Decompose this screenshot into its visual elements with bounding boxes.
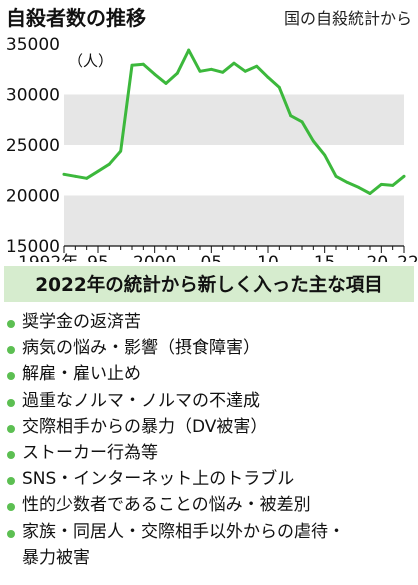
data-point [232,61,236,65]
data-point [277,86,281,89]
data-point [334,174,338,178]
x-tick-label: 1992年 [18,253,78,262]
x-tick-label: 20 [367,253,389,262]
grid-bands [64,94,404,246]
x-tick-label: 2000 [133,253,176,262]
data-point [266,75,270,79]
bullet-icon [7,451,15,460]
list-item: 家族・同居人・交際相手以外からの虐待・ 暴力被害 [6,519,345,571]
x-tick-label: 15 [314,253,336,262]
data-point [255,64,259,68]
data-point [96,169,100,173]
list-item: 奨学金の返済苦 [6,309,345,335]
data-point [391,184,395,187]
bullet-icon [7,477,15,486]
y-axis-unit-label: （人） [68,52,113,70]
list-item: ストーカー行為等 [6,440,345,466]
list-item: 交際相手からの暴力（DV被害） [6,414,345,440]
bullet-icon [7,320,15,328]
data-point [300,120,304,124]
data-point [379,182,383,186]
data-point [323,153,327,157]
data-point [175,71,179,75]
data-point [164,81,168,85]
list-item-continuation: 暴力被害 [22,547,90,568]
bullet-icon [7,503,15,512]
data-point [85,176,89,180]
data-point [357,186,361,189]
x-tick-label: 22 [397,253,418,262]
new-items-list: 奨学金の返済苦 病気の悩み・影響（摂食障害） 解雇・雇い止め 過重なノルマ・ノル… [6,309,345,571]
x-tick-label: 95 [87,253,109,262]
data-point [243,69,247,73]
y-tick-label: 30000 [6,86,60,106]
list-item: 過重なノルマ・ノルマの不達成 [6,388,345,414]
data-point [209,67,213,71]
bullet-icon [7,346,15,355]
data-point [221,70,225,74]
list-item: SNS・インターネット上のトラブル [6,466,345,492]
data-point [345,180,349,184]
data-point [141,62,145,66]
x-tick-label: 05 [201,253,223,262]
y-axis-ticks: 15000 20000 25000 30000 35000 [6,35,60,257]
list-item: 病気の悩み・影響（摂食障害） [6,335,345,361]
data-point [130,63,134,67]
data-point [153,72,157,76]
bullet-icon [7,529,15,538]
data-point [198,69,202,73]
data-point [107,162,111,166]
data-point [73,174,77,178]
bullet-icon [7,398,15,407]
grid-band [64,94,404,145]
list-item: 解雇・雇い止め [6,361,345,387]
data-point [187,48,191,52]
data-point [119,149,123,153]
data-point [62,172,66,176]
panel-title: 2022年の統計から新しく入った主な項目 [4,266,414,302]
data-point [311,139,315,143]
bullet-icon [7,372,15,381]
x-axis-ticks: 1992年 95 2000 05 10 15 20 22 [18,246,418,262]
data-point [368,192,372,195]
list-item: 性的少数者であることの悩み・被差別 [6,492,345,518]
source-note: 国の自殺統計から [283,9,412,28]
data-point [289,114,293,118]
y-tick-label: 35000 [6,35,60,55]
y-tick-label: 25000 [6,136,60,156]
data-point [402,174,406,178]
y-tick-label: 15000 [6,237,60,257]
x-tick-label: 10 [257,253,279,262]
page-title: 自殺者数の推移 [6,6,146,30]
y-tick-label: 20000 [6,187,60,207]
bullet-icon [7,424,15,433]
grid-band [64,195,404,246]
data-points [62,48,406,195]
